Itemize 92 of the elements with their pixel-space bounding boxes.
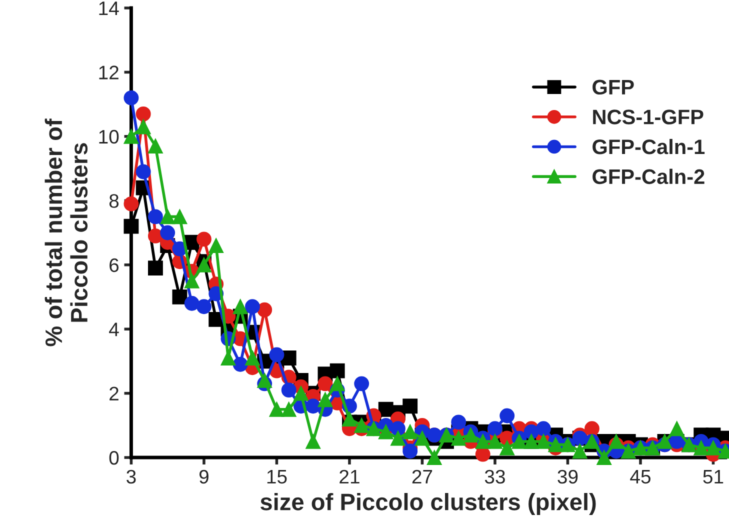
- point: [390, 421, 406, 436]
- point: [475, 446, 490, 462]
- point: [160, 225, 176, 240]
- point: [172, 290, 188, 304]
- point: [294, 386, 308, 401]
- point: [257, 302, 272, 318]
- point: [172, 209, 188, 224]
- point: [500, 408, 515, 424]
- y-tick-label: 6: [110, 258, 119, 272]
- y-tick-label: 2: [110, 386, 118, 400]
- point: [402, 444, 418, 459]
- y-tick-label: 12: [99, 66, 118, 80]
- point: [196, 232, 212, 247]
- point: [245, 299, 260, 314]
- point: [488, 421, 502, 436]
- y-tick-label: 8: [109, 194, 119, 208]
- x-tick-label: 21: [340, 470, 360, 484]
- point: [136, 164, 151, 180]
- point: [706, 440, 721, 456]
- y-tick-label: 14: [99, 2, 119, 16]
- point: [136, 119, 151, 134]
- point: [354, 376, 370, 392]
- point: [232, 356, 248, 372]
- point: [148, 138, 163, 154]
- point: [572, 444, 588, 459]
- x-tick-label: 39: [558, 470, 578, 484]
- point: [281, 402, 296, 417]
- point: [196, 257, 212, 272]
- x-axis-title: size of Piccolo clusters (pixel): [260, 493, 596, 516]
- point: [330, 363, 345, 378]
- point: [184, 296, 200, 311]
- point: [124, 196, 139, 212]
- x-tick-label: 15: [267, 470, 287, 484]
- point: [488, 434, 502, 449]
- point: [354, 418, 370, 433]
- point: [124, 218, 139, 234]
- point: [463, 428, 478, 443]
- point: [148, 260, 163, 276]
- point: [414, 430, 430, 446]
- point: [536, 434, 551, 449]
- legend-label: NCS-1-GFP: [593, 110, 704, 124]
- point: [306, 398, 321, 414]
- point: [318, 376, 333, 392]
- point: [536, 421, 551, 436]
- point: [548, 437, 564, 452]
- y-axis-title: % of total number of Piccolo clusters: [44, 118, 88, 346]
- point: [124, 128, 139, 144]
- point: [257, 372, 272, 388]
- x-tick-label: 51: [703, 470, 724, 484]
- point: [512, 434, 527, 449]
- point: [584, 421, 600, 436]
- legend-label: GFP-Caln-2: [592, 168, 704, 184]
- point: [402, 424, 418, 440]
- point: [245, 350, 260, 366]
- point: [451, 414, 466, 430]
- point: [596, 450, 612, 465]
- point: [281, 350, 296, 366]
- point: [232, 299, 248, 314]
- point: [196, 299, 212, 314]
- point: [184, 273, 200, 288]
- point: [160, 209, 176, 224]
- x-tick-label: 3: [126, 470, 136, 484]
- point: [378, 424, 394, 440]
- point: [426, 450, 442, 465]
- y-tick-label: 0: [109, 450, 119, 465]
- x-tick-label: 9: [199, 470, 208, 484]
- point: [390, 430, 406, 446]
- point: [148, 228, 163, 244]
- point: [342, 412, 357, 426]
- point: [136, 106, 151, 122]
- point: [669, 421, 684, 436]
- point: [148, 209, 163, 224]
- point: [124, 90, 139, 106]
- point: [694, 440, 709, 456]
- point: [281, 382, 296, 398]
- x-tick-label: 27: [412, 470, 432, 484]
- x-tick-label: 45: [630, 470, 650, 484]
- point: [306, 434, 321, 449]
- point: [402, 398, 418, 414]
- legend-label: GFP: [592, 80, 634, 95]
- y-tick-label: 10: [99, 130, 119, 144]
- point: [330, 376, 345, 392]
- y-tick-label: 4: [109, 322, 119, 336]
- point: [451, 430, 466, 446]
- point: [475, 434, 490, 449]
- point: [318, 392, 333, 408]
- legend-label: GFP-Caln-1: [592, 138, 705, 154]
- point: [269, 402, 284, 417]
- x-tick-label: 33: [484, 470, 505, 484]
- point: [500, 440, 515, 456]
- point: [269, 347, 284, 362]
- point: [208, 238, 224, 254]
